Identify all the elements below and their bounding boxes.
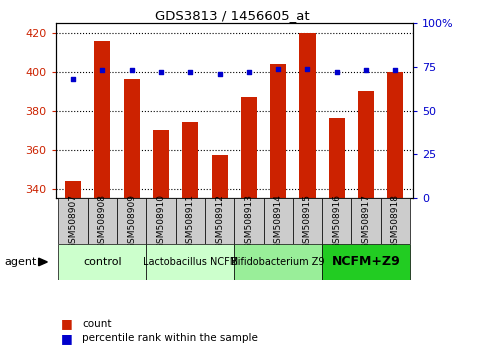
Bar [88, 198, 117, 244]
Text: GSM508914: GSM508914 [274, 194, 283, 249]
Bar [146, 198, 176, 244]
Point [128, 68, 136, 73]
Bar [329, 118, 345, 198]
Bar [270, 64, 286, 198]
Bar [234, 198, 264, 244]
Point [304, 66, 312, 72]
Text: GSM508915: GSM508915 [303, 194, 312, 249]
Bar [124, 79, 140, 198]
Point [69, 76, 77, 82]
Text: GSM508907: GSM508907 [69, 194, 78, 249]
Text: GSM508911: GSM508911 [186, 194, 195, 249]
Point [157, 69, 165, 75]
Text: GSM508918: GSM508918 [391, 194, 400, 249]
Bar [234, 244, 322, 280]
Bar [322, 244, 410, 280]
Text: ■: ■ [60, 332, 72, 344]
Text: GSM508917: GSM508917 [362, 194, 370, 249]
Text: Bifidobacterium Z9: Bifidobacterium Z9 [231, 257, 325, 267]
Bar [322, 198, 352, 244]
Text: GSM508912: GSM508912 [215, 194, 224, 249]
Bar [94, 41, 111, 198]
Text: GSM508909: GSM508909 [127, 194, 136, 249]
Point [333, 69, 341, 75]
Polygon shape [39, 258, 47, 266]
Bar [146, 244, 234, 280]
Bar [241, 97, 257, 198]
Point [245, 69, 253, 75]
Bar [381, 198, 410, 244]
Bar [212, 155, 227, 198]
Point [392, 68, 399, 73]
Bar [117, 198, 146, 244]
Text: count: count [82, 319, 112, 329]
Text: GDS3813 / 1456605_at: GDS3813 / 1456605_at [155, 9, 309, 22]
Point [99, 68, 106, 73]
Text: NCFM+Z9: NCFM+Z9 [332, 256, 400, 268]
Bar [65, 181, 81, 198]
Bar [293, 198, 322, 244]
Bar [352, 198, 381, 244]
Bar [58, 198, 88, 244]
Bar [264, 198, 293, 244]
Point [216, 71, 224, 77]
Text: GSM508908: GSM508908 [98, 194, 107, 249]
Text: percentile rank within the sample: percentile rank within the sample [82, 333, 258, 343]
Text: Lactobacillus NCFM: Lactobacillus NCFM [142, 257, 238, 267]
Bar [299, 33, 315, 198]
Bar [205, 198, 234, 244]
Text: GSM508910: GSM508910 [156, 194, 166, 249]
Point [362, 68, 370, 73]
Text: GSM508913: GSM508913 [244, 194, 254, 249]
Bar [182, 122, 199, 198]
Text: agent: agent [5, 257, 37, 267]
Bar [58, 244, 146, 280]
Point [186, 69, 194, 75]
Point [274, 66, 282, 72]
Bar [176, 198, 205, 244]
Bar [387, 72, 403, 198]
Text: GSM508916: GSM508916 [332, 194, 341, 249]
Bar [358, 91, 374, 198]
Text: ■: ■ [60, 318, 72, 330]
Bar [153, 130, 169, 198]
Text: control: control [83, 257, 122, 267]
